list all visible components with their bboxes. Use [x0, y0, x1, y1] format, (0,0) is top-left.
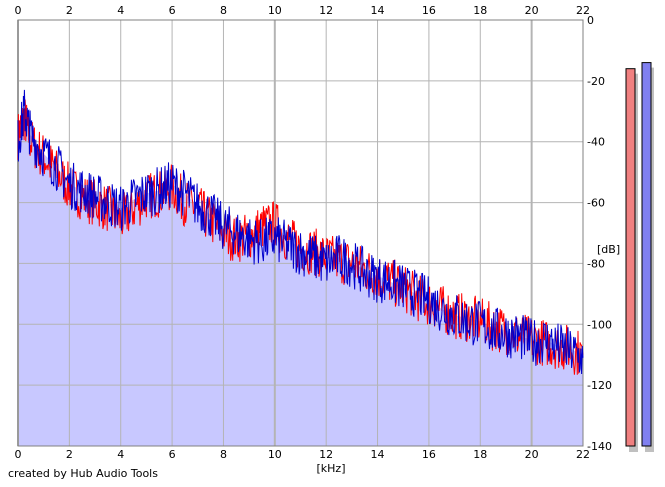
x-tick-label-top: 14	[371, 4, 385, 17]
x-tick-label-bottom: 10	[268, 448, 282, 461]
x-tick-label-top: 12	[319, 4, 333, 17]
y-tick-label: -120	[587, 379, 612, 392]
x-tick-label-top: 4	[117, 4, 124, 17]
x-tick-label-bottom: 20	[525, 448, 539, 461]
x-tick-label-top: 18	[473, 4, 487, 17]
x-tick-label-bottom: 4	[117, 448, 124, 461]
meter-bar-right	[641, 62, 652, 447]
x-tick-label-top: 22	[576, 4, 590, 17]
x-tick-label-top: 0	[15, 4, 22, 17]
x-tick-label-bottom: 8	[220, 448, 227, 461]
plot-area	[18, 20, 583, 447]
series-group	[17, 89, 584, 375]
y-tick-label: 0	[587, 14, 594, 27]
x-tick-label-top: 6	[169, 4, 176, 17]
x-axis-title: [kHz]	[317, 462, 346, 475]
grid	[17, 19, 584, 447]
meter-bar-left	[625, 68, 636, 447]
y-tick-label: -40	[587, 136, 605, 149]
x-tick-label-bottom: 2	[66, 448, 73, 461]
x-tick-label-top: 8	[220, 4, 227, 17]
x-tick-label-top: 20	[525, 4, 539, 17]
y-tick-label: -100	[587, 318, 612, 331]
x-tick-label-bottom: 0	[15, 448, 22, 461]
credit-text: created by Hub Audio Tools	[8, 467, 158, 480]
x-tick-label-top: 16	[422, 4, 436, 17]
x-tick-label-bottom: 14	[371, 448, 385, 461]
y-tick-label: -140	[587, 440, 612, 453]
y-tick-label: -20	[587, 75, 605, 88]
tick-labels: 002244668810101212141416161818202022220-…	[15, 4, 612, 461]
x-tick-label-bottom: 22	[576, 448, 590, 461]
series-line-1	[17, 89, 584, 375]
x-tick-label-bottom: 12	[319, 448, 333, 461]
y-tick-label: -80	[587, 257, 605, 270]
plot-border	[17, 19, 584, 447]
x-tick-label-bottom: 18	[473, 448, 487, 461]
x-tick-label-top: 10	[268, 4, 282, 17]
x-tick-label-bottom: 6	[169, 448, 176, 461]
x-tick-label-top: 2	[66, 4, 73, 17]
y-axis-title: [dB]	[597, 243, 620, 256]
y-tick-label: -60	[587, 197, 605, 210]
level-meters	[625, 62, 654, 452]
x-tick-label-bottom: 16	[422, 448, 436, 461]
